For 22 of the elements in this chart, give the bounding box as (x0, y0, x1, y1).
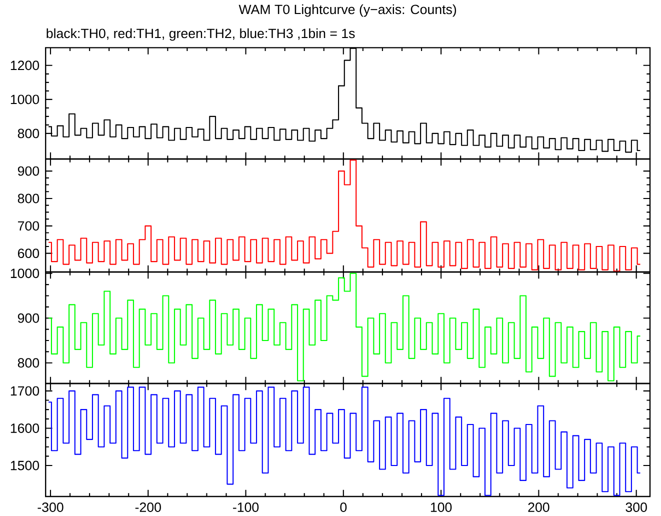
y-tick-label: 1500 (10, 460, 40, 470)
y-tick-label: 800 (18, 194, 40, 203)
x-tick-label: 0 (340, 502, 347, 512)
y-tick-label: 1000 (10, 94, 40, 104)
y-tick-label: 600 (18, 248, 40, 258)
y-tick-label: 800 (18, 358, 40, 368)
y-tick-label: 1600 (10, 423, 40, 433)
y-tick-label: 700 (18, 220, 40, 230)
x-tick-label: -300 (38, 502, 64, 512)
chart-subtitle: black:TH0, red:TH1, green:TH2, blue:TH3 ,1bin = 1s (46, 28, 355, 41)
x-tick-label: -200 (135, 502, 161, 512)
chart-title: WAM T0 Lightcurve (y−axis: Counts) (238, 4, 456, 17)
y-tick-label: 900 (18, 166, 40, 176)
x-tick-label: 200 (528, 502, 550, 512)
x-tick-label: 100 (430, 502, 452, 512)
x-tick-label: 300 (626, 502, 647, 512)
y-tick-label: 1700 (10, 386, 40, 396)
y-tick-label: 1000 (10, 268, 40, 278)
y-tick-label: 1200 (10, 60, 40, 70)
y-tick-label: 800 (18, 128, 40, 138)
x-tick-label: -100 (233, 502, 259, 512)
y-tick-label: 900 (18, 313, 40, 323)
